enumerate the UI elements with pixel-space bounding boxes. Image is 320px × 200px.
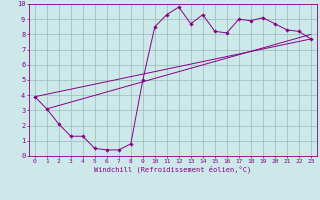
- X-axis label: Windchill (Refroidissement éolien,°C): Windchill (Refroidissement éolien,°C): [94, 166, 252, 173]
